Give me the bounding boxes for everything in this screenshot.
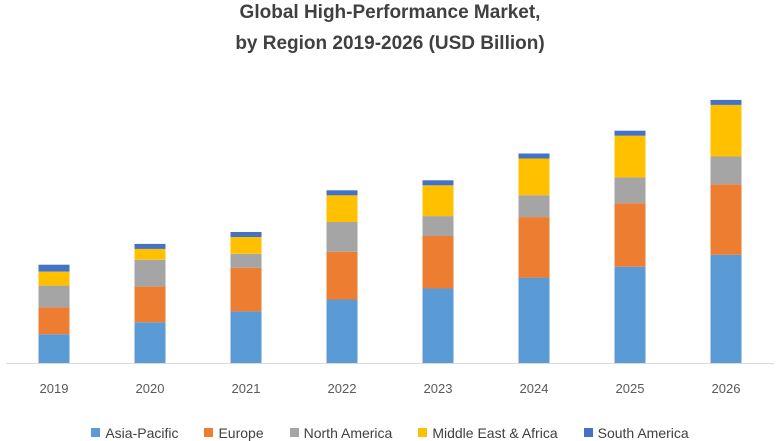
legend-label: North America [303, 424, 393, 441]
bar-segment-middle-east-africa-2020 [134, 248, 166, 260]
bar-segment-europe-2023 [422, 235, 454, 289]
chart-title: Global High-Performance Market, [239, 2, 541, 23]
bar-segment-asia-pacific-2019 [38, 334, 70, 363]
chart-subtitle: by Region 2019-2026 (USD Billion) [235, 33, 545, 54]
bar-segment-europe-2020 [134, 286, 166, 323]
bar-segment-asia-pacific-2020 [134, 322, 166, 363]
x-tick-label: 2025 [616, 381, 645, 396]
legend-swatch [583, 428, 593, 437]
x-tick-label: 2021 [232, 381, 261, 396]
bar-segment-europe-2019 [38, 307, 70, 335]
legend-label: Asia-Pacific [105, 424, 179, 441]
bar-segment-europe-2026 [710, 184, 742, 255]
bar-segment-europe-2025 [614, 203, 646, 267]
bar-segment-middle-east-africa-2021 [230, 236, 262, 254]
bar-segment-south-america-2023 [422, 180, 454, 186]
legend-swatch [91, 428, 101, 437]
bar-segment-asia-pacific-2021 [230, 311, 262, 363]
legend-item: North America [289, 424, 393, 441]
bar-segment-south-america-2021 [230, 232, 262, 237]
x-tick-label: 2024 [520, 381, 549, 396]
bar-segment-south-america-2025 [614, 130, 646, 136]
legend-item: Middle East & Africa [418, 424, 558, 441]
x-tick-label: 2023 [424, 381, 453, 396]
legend-item: South America [583, 424, 689, 441]
chart-legend: Asia-Pacific Europe North America Middle Ea… [0, 424, 780, 441]
bar-segment-south-america-2020 [134, 243, 166, 249]
bar-segment-asia-pacific-2024 [518, 277, 550, 363]
bar-segment-north-america-2023 [422, 216, 454, 236]
x-tick-label: 2020 [136, 381, 165, 396]
bar-segment-north-america-2021 [230, 253, 262, 268]
bar-segment-north-america-2025 [614, 177, 646, 204]
bar-segment-south-america-2019 [38, 264, 70, 272]
x-tick-label: 2019 [40, 381, 69, 396]
bar-segment-south-america-2022 [326, 190, 358, 196]
bar-segment-north-america-2019 [38, 285, 70, 308]
bar-segment-asia-pacific-2026 [710, 254, 742, 363]
bar-segment-asia-pacific-2023 [422, 288, 454, 363]
bar-segment-europe-2021 [230, 267, 262, 312]
legend-label: Europe [218, 424, 264, 441]
bar-segment-europe-2024 [518, 217, 550, 278]
bar-segment-north-america-2020 [134, 259, 166, 287]
bar-segment-north-america-2024 [518, 195, 550, 217]
bar-segment-south-america-2026 [710, 99, 742, 105]
x-tick-label: 2022 [328, 381, 357, 396]
legend-swatch [204, 428, 214, 437]
bar-segment-middle-east-africa-2023 [422, 185, 454, 217]
bar-segment-middle-east-africa-2024 [518, 158, 550, 196]
bar-segment-middle-east-africa-2022 [326, 195, 358, 222]
legend-label: Middle East & Africa [432, 424, 558, 441]
bar-segment-asia-pacific-2025 [614, 266, 646, 363]
bar-segment-middle-east-africa-2025 [614, 135, 646, 178]
bar-segment-asia-pacific-2022 [326, 299, 358, 363]
legend-item: Asia-Pacific [91, 424, 179, 441]
bar-segment-middle-east-africa-2026 [710, 104, 742, 157]
legend-swatch [289, 428, 299, 437]
legend-swatch [418, 428, 428, 437]
bar-segment-europe-2022 [326, 251, 358, 300]
bar-segment-north-america-2026 [710, 156, 742, 185]
legend-item: Europe [204, 424, 264, 441]
bar-segment-middle-east-africa-2019 [38, 271, 70, 286]
x-tick-label: 2026 [712, 381, 741, 396]
bar-segment-south-america-2024 [518, 153, 550, 159]
bar-segment-north-america-2022 [326, 222, 358, 252]
legend-label: South America [597, 424, 689, 441]
